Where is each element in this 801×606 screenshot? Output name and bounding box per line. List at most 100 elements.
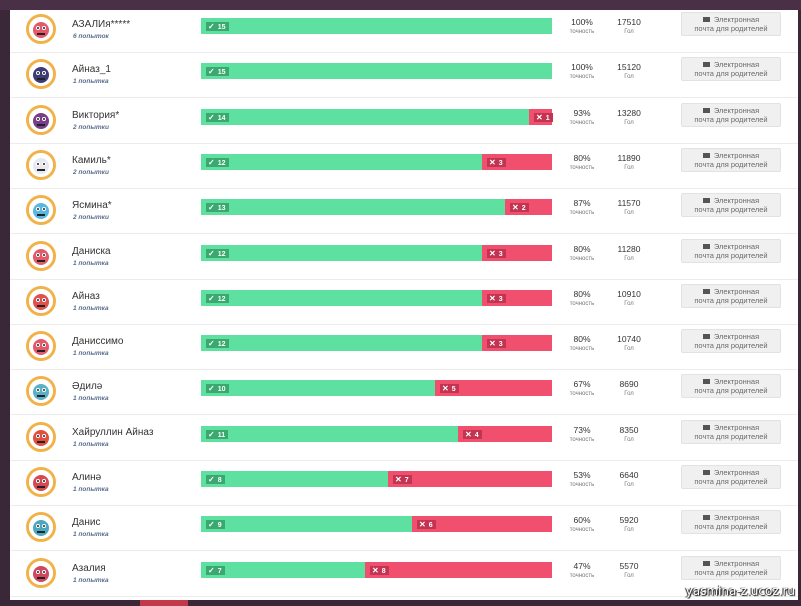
parent-email-button[interactable]: Электронная почта для родителей — [681, 284, 781, 308]
player-name: Ясмина* — [72, 200, 112, 211]
parent-email-button[interactable]: Электронная почта для родителей — [681, 12, 781, 36]
accuracy-label: точность — [569, 210, 595, 216]
email-label-1: Электронная — [713, 15, 760, 24]
goal-value: 17510 — [617, 17, 641, 27]
email-label-1: Электронная — [713, 513, 760, 522]
wrong-count: 4 — [474, 432, 479, 439]
accuracy-label: точность — [569, 301, 595, 307]
parent-email-button[interactable]: Электронная почта для родителей — [681, 556, 781, 580]
correct-count: 12 — [217, 296, 226, 303]
goal-value: 11280 — [617, 244, 641, 254]
accuracy-label: точность — [569, 120, 595, 126]
goal-label: Гол — [624, 391, 634, 397]
accuracy-label: точность — [569, 437, 595, 443]
wrong-count: 1 — [545, 115, 550, 122]
cross-icon: ✕ — [489, 339, 496, 348]
check-icon: ✓ — [208, 339, 215, 348]
correct-count: 12 — [217, 341, 226, 348]
email-label-1: Электронная — [713, 106, 760, 115]
table-row: Хайруллин Айназ 1 попытка ✓ 11 ✕ 4 73% точность… — [10, 416, 798, 461]
check-icon: ✓ — [208, 384, 215, 393]
cross-icon: ✕ — [372, 566, 379, 575]
table-row: АЗАЛИя***** 6 попыток ✓ 15 100% точность 17510… — [10, 10, 798, 53]
wrong-badge: ✕ 3 — [487, 294, 506, 303]
cross-icon: ✕ — [489, 158, 496, 167]
table-row: Камиль* 2 попытки ✓ 12 ✕ 3 80% точность 11890 Гол… — [10, 144, 798, 189]
parent-email-button[interactable]: Электронная почта для родителей — [681, 57, 781, 81]
envelope-icon — [702, 378, 710, 384]
parent-email-button[interactable]: Электронная почта для родителей — [681, 510, 781, 534]
parent-email-button[interactable]: Электронная почта для родителей — [681, 420, 781, 444]
attempts-count: 1 попытка — [73, 260, 109, 267]
bottom-accent — [140, 600, 188, 606]
wrong-count: 3 — [498, 160, 503, 167]
attempts-count: 2 попытки — [73, 214, 109, 221]
correct-bar — [201, 426, 458, 442]
accuracy-label: точность — [569, 256, 595, 262]
check-icon: ✓ — [208, 113, 215, 122]
accuracy-value: 53% — [573, 470, 591, 480]
accuracy-value: 100% — [571, 62, 593, 72]
goal-label: Гол — [624, 482, 634, 488]
attempts-count: 6 попыток — [73, 33, 109, 40]
table-row: Даниска 1 попытка ✓ 12 ✕ 3 80% точность 11280 Гол… — [10, 235, 798, 280]
bird-avatar-icon — [26, 286, 56, 316]
email-label-2: почта для родителей — [694, 385, 768, 395]
correct-bar — [201, 471, 388, 487]
leaderboard-panel: АЗАЛИя***** 6 попыток ✓ 15 100% точность 17510… — [10, 10, 798, 600]
cross-icon: ✕ — [395, 475, 402, 484]
parent-email-button[interactable]: Электронная почта для родителей — [681, 329, 781, 353]
correct-bar — [201, 380, 435, 396]
envelope-icon — [702, 16, 710, 22]
accuracy-label: точность — [569, 165, 595, 171]
correct-bar — [201, 154, 482, 170]
correct-bar — [201, 109, 529, 125]
player-name: Даниска — [72, 246, 111, 257]
wrong-badge: ✕ 7 — [393, 475, 412, 484]
parent-email-button[interactable]: Электронная почта для родителей — [681, 103, 781, 127]
correct-badge: ✓ 11 — [206, 430, 229, 439]
wrong-count: 2 — [521, 205, 526, 212]
wrong-badge: ✕ 4 — [463, 430, 482, 439]
email-label-2: почта для родителей — [694, 476, 768, 486]
envelope-icon — [702, 514, 710, 520]
parent-email-button[interactable]: Электронная почта для родителей — [681, 193, 781, 217]
cross-icon: ✕ — [465, 430, 472, 439]
parent-email-button[interactable]: Электронная почта для родителей — [681, 239, 781, 263]
email-label-1: Электронная — [713, 242, 760, 251]
correct-bar — [201, 18, 552, 34]
top-bar — [0, 0, 801, 10]
goal-value: 8350 — [619, 425, 639, 435]
goal-value: 5570 — [619, 561, 639, 571]
envelope-icon — [702, 61, 710, 67]
wrong-badge: ✕ 3 — [487, 158, 506, 167]
cross-icon: ✕ — [489, 294, 496, 303]
correct-count: 14 — [217, 115, 226, 122]
score-bar: ✓ 8 ✕ 7 — [201, 471, 552, 487]
correct-count: 7 — [217, 568, 222, 575]
wrong-badge: ✕ 6 — [417, 520, 436, 529]
parent-email-button[interactable]: Электронная почта для родителей — [681, 148, 781, 172]
email-label-1: Электронная — [713, 287, 760, 296]
parent-email-button[interactable]: Электронная почта для родителей — [681, 465, 781, 489]
wrong-count: 3 — [498, 251, 503, 258]
monster-avatar-icon — [26, 331, 56, 361]
goal-value: 8690 — [619, 379, 639, 389]
email-label-1: Электронная — [713, 332, 760, 341]
email-label-2: почта для родителей — [694, 431, 768, 441]
envelope-icon — [702, 197, 710, 203]
correct-badge: ✓ 14 — [206, 113, 229, 122]
correct-count: 12 — [217, 251, 226, 258]
accuracy-label: точность — [569, 482, 595, 488]
accuracy-value: 47% — [573, 561, 591, 571]
envelope-icon — [702, 107, 710, 113]
attempts-count: 1 попытка — [73, 577, 109, 584]
correct-count: 15 — [217, 69, 226, 76]
table-row: Айназ 1 попытка ✓ 12 ✕ 3 80% точность 10910 Гол Эл… — [10, 280, 798, 325]
parent-email-button[interactable]: Электронная почта для родителей — [681, 374, 781, 398]
cross-icon: ✕ — [536, 113, 543, 122]
accuracy-label: точность — [569, 573, 595, 579]
accuracy-value: 80% — [573, 244, 591, 254]
email-label-1: Электронная — [713, 377, 760, 386]
correct-badge: ✓ 12 — [206, 249, 229, 258]
